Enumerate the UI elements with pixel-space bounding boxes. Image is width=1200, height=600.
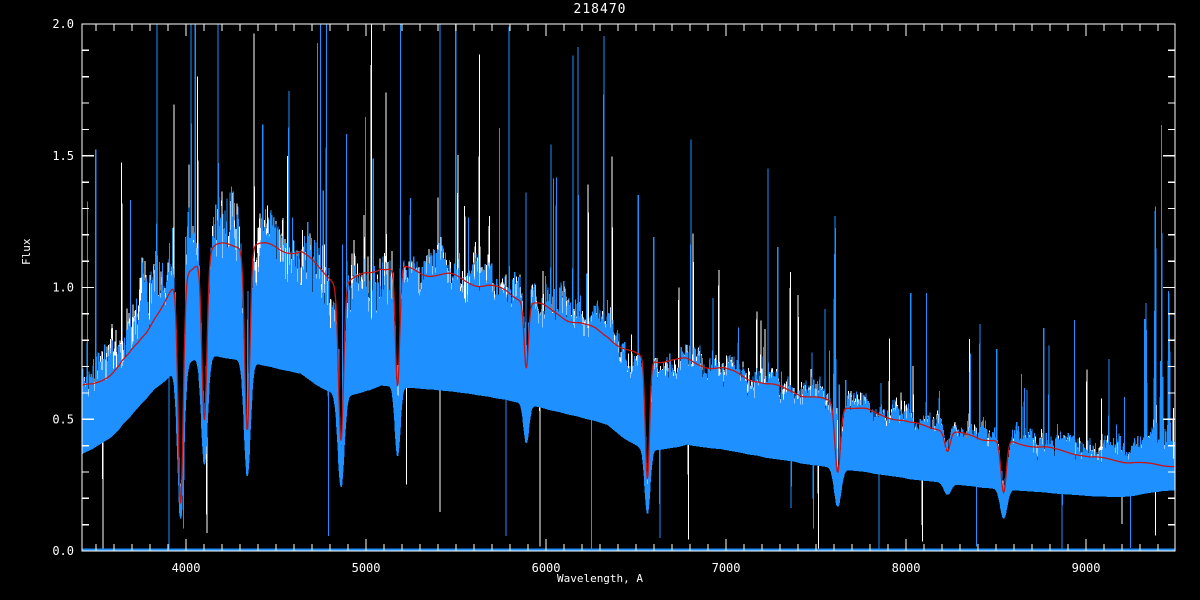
y-tick-label: 1.5 [52,149,74,163]
x-tick-label: 9000 [1072,561,1101,575]
x-axis-label: Wavelength, A [556,572,644,585]
y-tick-label: 2.0 [52,17,74,31]
continuum-fit-trace [81,242,1176,504]
y-tick-label: 0.0 [52,544,74,558]
x-tick-label: 7000 [712,561,741,575]
plot-tick-marks [82,23,1175,552]
x-tick-label: 5000 [352,561,381,575]
x-tick-label: 4000 [172,561,201,575]
plot-tick-labels: 4000 5000 6000 7000 8000 9000 0.0 0.5 1.0 1.5 2.0 [52,17,1100,575]
plot-series-group [81,23,1176,552]
model-spectrum-trace [81,23,1176,552]
y-tick-label: 1.0 [52,281,74,295]
x-tick-label: 6000 [532,561,561,575]
x-tick-label: 8000 [892,561,921,575]
page-title: 218470 [573,2,627,17]
y-tick-label: 0.5 [52,412,74,426]
